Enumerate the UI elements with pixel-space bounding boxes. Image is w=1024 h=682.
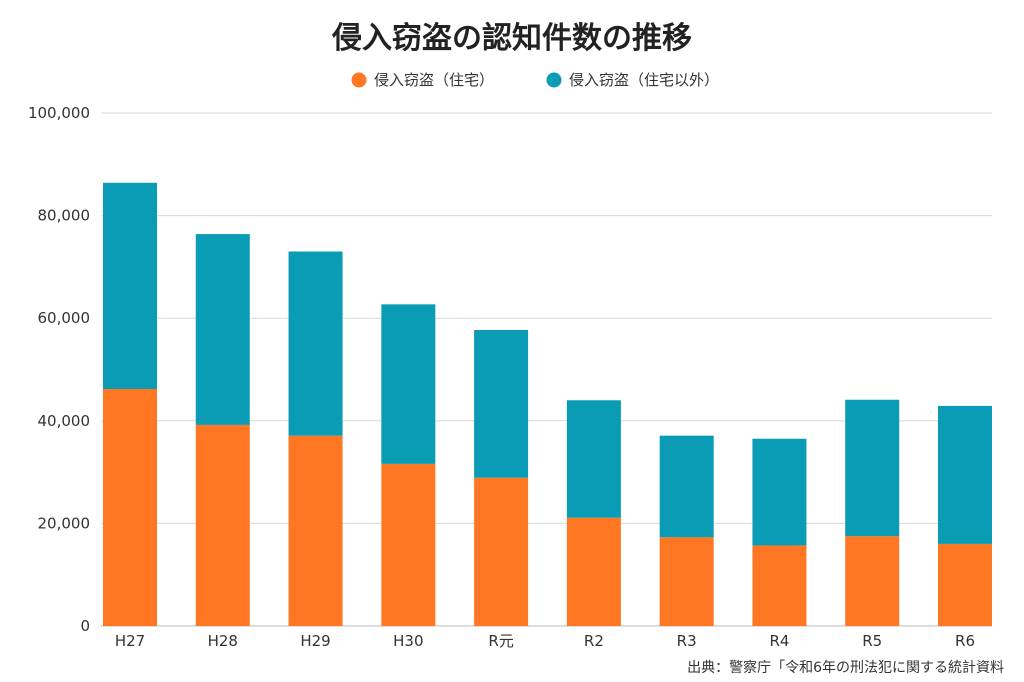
y-tick-label: 100,000 [28, 104, 90, 122]
bar-residential-R5 [845, 536, 900, 626]
x-category-label: H28 [208, 632, 238, 650]
bar-non-residential-R4 [752, 438, 807, 546]
x-category-label: R元 [488, 632, 513, 650]
y-tick-label: 80,000 [38, 207, 91, 225]
legend: 侵入窃盗（住宅） 侵入窃盗（住宅以外） [351, 71, 719, 89]
bar-residential-R2 [566, 517, 621, 626]
bar-non-residential-H28 [195, 234, 250, 425]
y-tick-label: 40,000 [38, 412, 91, 430]
x-category-label: H29 [300, 632, 330, 650]
x-category-label: R5 [862, 632, 882, 650]
y-tick-label: 20,000 [38, 514, 91, 532]
source-note: 出典：警察庁「令和6年の刑法犯に関する統計資料 [687, 659, 1004, 676]
bar-non-residential-R5 [845, 399, 900, 537]
bar-non-residential-H30 [381, 304, 436, 464]
bar-residential-H28 [195, 424, 250, 626]
x-category-label: R2 [584, 632, 604, 650]
bar-residential-R4 [752, 545, 807, 626]
bar-non-residential-R2 [566, 400, 621, 518]
x-category-label: H30 [393, 632, 423, 650]
bar-residential-H27 [103, 388, 157, 626]
x-axis-category-labels: H27 H28 H29 H30 R元 R2 R3 R4 R5 R6 [115, 632, 975, 650]
y-tick-label: 60,000 [38, 309, 91, 327]
x-category-label: R4 [769, 632, 789, 650]
bar-non-residential-R3 [659, 435, 714, 538]
bars [103, 182, 992, 626]
legend-label-non-residential: 侵入窃盗（住宅以外） [569, 71, 719, 89]
legend-label-residential: 侵入窃盗（住宅） [374, 71, 494, 89]
bar-non-residential-R元 [474, 329, 529, 478]
y-tick-label: 0 [80, 617, 90, 635]
y-axis-tick-labels: 0 20,000 40,000 60,000 80,000 100,000 [28, 104, 90, 635]
bar-residential-H30 [381, 463, 436, 626]
legend-marker-non-residential [546, 72, 562, 88]
bar-residential-H29 [288, 435, 343, 626]
chart-title: 侵入窃盗の認知件数の推移 [331, 21, 692, 56]
bar-residential-R元 [474, 477, 529, 626]
bar-residential-R6 [938, 543, 992, 626]
legend-marker-residential [351, 72, 367, 88]
bar-non-residential-R6 [938, 405, 992, 544]
bar-non-residential-H27 [103, 182, 157, 389]
bar-non-residential-H29 [288, 251, 343, 436]
x-category-label: R6 [955, 632, 975, 650]
bar-residential-R3 [659, 537, 714, 626]
x-category-label: R3 [677, 632, 697, 650]
x-category-label: H27 [115, 632, 145, 650]
